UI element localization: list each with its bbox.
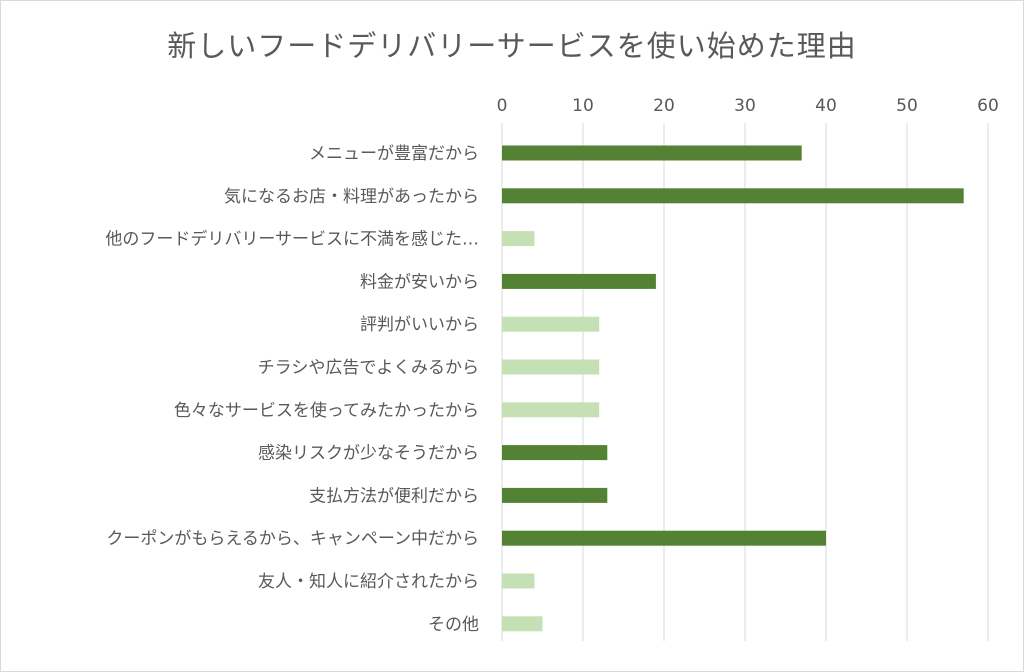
category-label-7: 色々なサービスを使ってみたかったから — [174, 400, 479, 421]
gridlines — [501, 123, 989, 641]
category-label-9: 支払方法が便利だから — [309, 486, 479, 506]
category-label-3: 他のフードデリバリーサービスに不満を感じた… — [105, 229, 479, 250]
x-tick-label-60: 60 — [977, 96, 999, 116]
category-label-5: 評判がいいから — [360, 315, 479, 335]
category-label-6: チラシや広告でよくみるから — [258, 358, 479, 378]
category-label-11: 友人・知人に紹介されたから — [258, 572, 479, 592]
bar-11 — [502, 573, 535, 589]
x-tick-label-20: 20 — [653, 96, 675, 116]
bar-8 — [502, 445, 608, 461]
x-tick-label-10: 10 — [572, 96, 594, 116]
bars — [502, 145, 964, 632]
bar-2 — [502, 188, 964, 204]
bar-6 — [502, 359, 600, 375]
x-axis-ticks: 0 10 20 30 40 50 60 — [497, 96, 999, 116]
bar-5 — [502, 316, 600, 332]
bar-3 — [502, 231, 535, 247]
x-tick-label-0: 0 — [497, 96, 508, 116]
category-label-1: メニューが豊富だから — [309, 144, 479, 164]
x-tick-label-30: 30 — [734, 96, 756, 116]
bar-9 — [502, 487, 608, 503]
bar-4 — [502, 273, 656, 289]
bar-12 — [502, 616, 543, 632]
category-label-2: 気になるお店・料理があったから — [224, 187, 479, 207]
category-label-8: 感染リスクが少なそうだから — [258, 444, 479, 464]
x-tick-label-40: 40 — [815, 96, 837, 116]
x-tick-label-50: 50 — [896, 96, 918, 116]
category-label-10: クーポンがもらえるから、キャンペーン中だから — [106, 529, 479, 549]
bar-10 — [502, 530, 826, 546]
category-label-4: 料金が安いから — [360, 272, 479, 292]
bar-1 — [502, 145, 802, 161]
category-labels: メニューが豊富だから気になるお店・料理があったから他のフードデリバリーサービスに… — [105, 144, 479, 635]
category-label-12: その他 — [428, 615, 479, 635]
bar-7 — [502, 402, 600, 418]
chart-title: 新しいフードデリバリーサービスを使い始めた理由 — [167, 29, 857, 63]
